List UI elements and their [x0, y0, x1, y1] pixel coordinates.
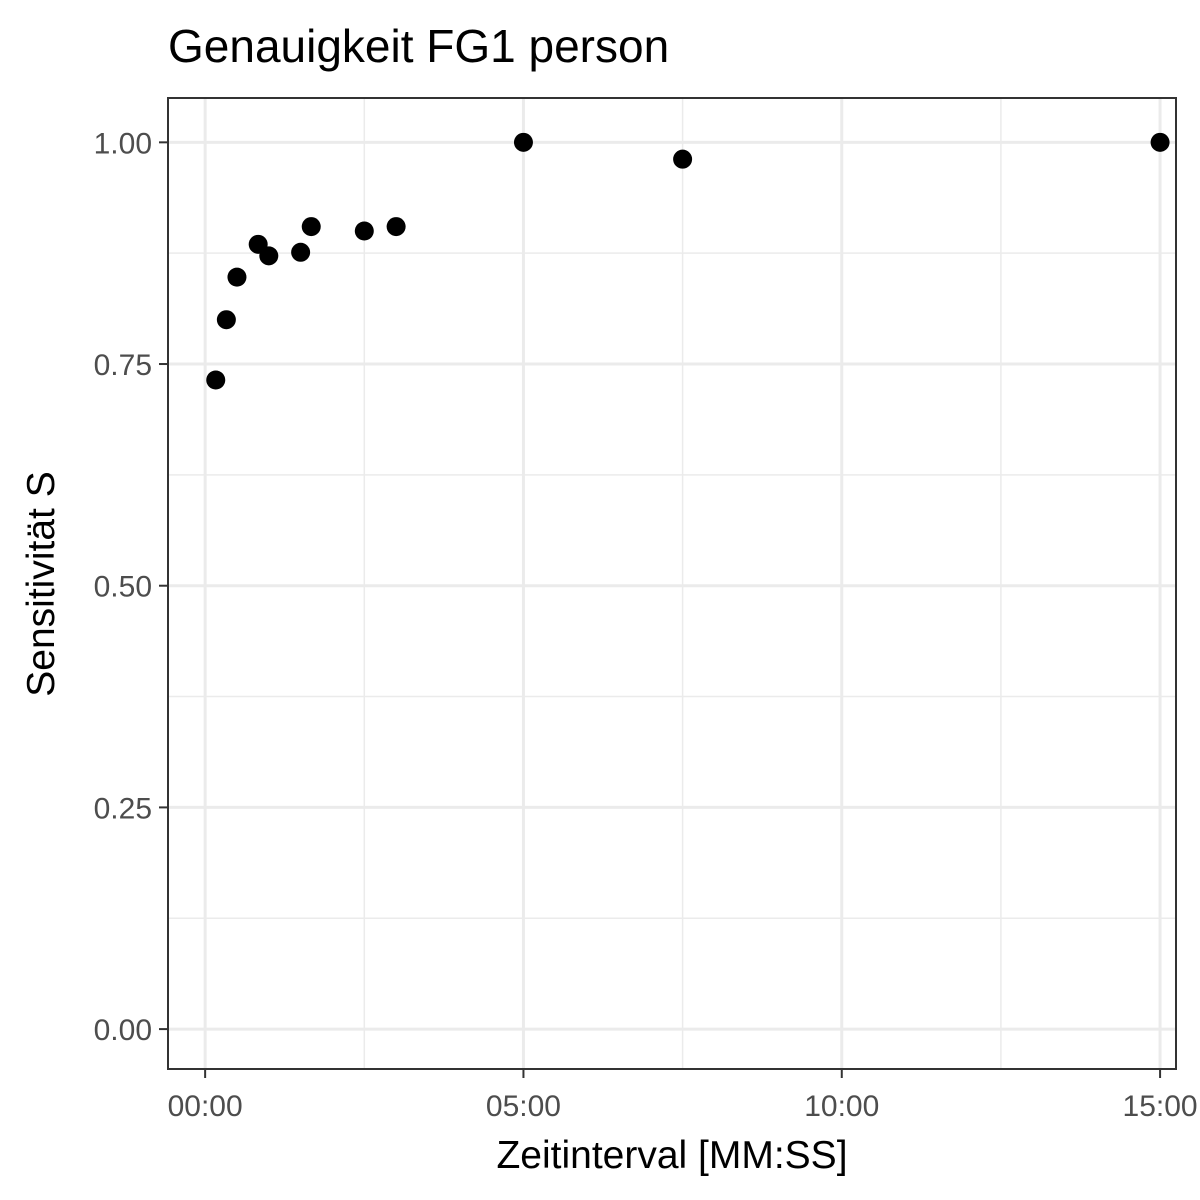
y-axis-title: Sensitivität S	[20, 471, 63, 696]
data-points	[206, 132, 1170, 390]
data-point	[301, 217, 321, 237]
data-point	[513, 132, 533, 152]
y-tick-label: 0.75	[94, 349, 152, 382]
data-point	[673, 149, 693, 169]
y-axis-tick-labels: 0.00 0.25 0.50 0.75 1.00	[94, 127, 152, 1047]
x-axis-title: Zeitinterval [MM:SS]	[496, 1134, 847, 1177]
x-axis-tick-labels: 00:00 05:00 10:00 15:00	[168, 1090, 1198, 1123]
data-point	[259, 246, 279, 266]
y-tick-label: 0.50	[94, 571, 152, 604]
data-point	[354, 221, 374, 241]
minor-gridlines	[168, 98, 1176, 1069]
data-point	[386, 217, 406, 237]
x-tick-label: 00:00	[168, 1090, 243, 1123]
axis-ticks	[159, 141, 1162, 1078]
data-point	[1150, 132, 1170, 152]
x-tick-label: 15:00	[1123, 1090, 1198, 1123]
chart-title: Genauigkeit FG1 person	[168, 20, 669, 72]
data-point	[227, 267, 247, 287]
data-point	[216, 310, 236, 330]
major-gridlines	[168, 98, 1176, 1069]
data-point	[206, 370, 226, 390]
x-tick-label: 05:00	[486, 1090, 561, 1123]
x-tick-label: 10:00	[804, 1090, 879, 1123]
data-point	[291, 242, 311, 262]
y-tick-label: 0.00	[94, 1014, 152, 1047]
y-tick-label: 1.00	[94, 127, 152, 160]
y-tick-label: 0.25	[94, 792, 152, 825]
panel-border	[167, 97, 1177, 1070]
